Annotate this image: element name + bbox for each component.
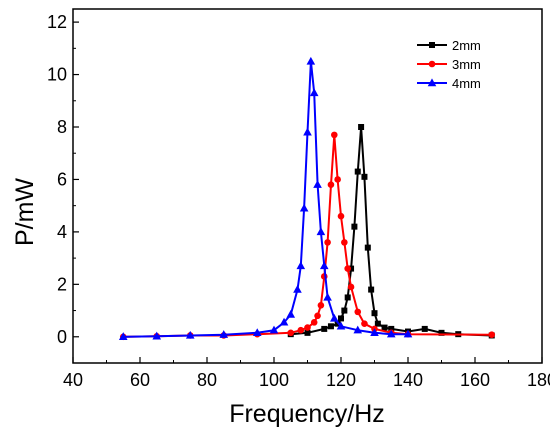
data-point <box>364 244 371 251</box>
legend-label: 2mm <box>452 38 481 53</box>
axis-ticks: 40 60 80 100 120 140 160 180 0 2 4 6 8 10 12 <box>47 12 550 390</box>
y-tick-label: 4 <box>57 222 67 242</box>
y-axis-title: P/mW <box>11 178 39 246</box>
x-tick-label: 40 <box>63 370 83 390</box>
data-point <box>344 265 352 272</box>
data-point <box>310 319 318 326</box>
y-tick-label: 6 <box>57 169 67 189</box>
data-point <box>354 308 362 316</box>
data-point <box>297 326 305 334</box>
x-tick-label: 140 <box>393 370 423 390</box>
legend-label: 4mm <box>452 76 481 91</box>
legend-item: 3mm <box>417 57 481 72</box>
series-4mm <box>118 56 413 340</box>
series-line <box>123 133 492 338</box>
x-tick-label: 60 <box>130 370 150 390</box>
data-point <box>341 307 348 314</box>
data-point <box>252 328 262 337</box>
data-point <box>361 320 368 327</box>
data-point <box>331 131 338 139</box>
data-point <box>152 331 162 340</box>
data-point <box>421 325 428 332</box>
data-point <box>279 317 289 326</box>
data-point <box>337 212 345 220</box>
legend-marker <box>428 60 436 68</box>
data-point <box>438 329 445 336</box>
data-point <box>348 265 355 272</box>
legend-marker <box>429 42 435 48</box>
data-point <box>314 312 321 320</box>
data-point <box>341 239 348 246</box>
data-point <box>299 203 309 212</box>
legend: 2mm 3mm 4mm <box>417 38 481 91</box>
data-point <box>185 330 195 339</box>
data-point <box>306 56 316 65</box>
y-tick-label: 0 <box>57 327 67 347</box>
data-point <box>317 302 325 309</box>
series-layer <box>118 56 496 341</box>
x-tick-label: 100 <box>259 370 289 390</box>
legend-item: 4mm <box>417 76 481 91</box>
data-point <box>219 330 229 338</box>
data-point <box>358 124 365 130</box>
y-tick-label: 2 <box>57 274 67 294</box>
data-point <box>371 310 378 317</box>
legend-item: 2mm <box>417 38 481 53</box>
y-tick-label: 12 <box>47 12 67 32</box>
series-3mm <box>119 131 496 341</box>
data-point <box>381 324 388 331</box>
legend-marker <box>427 78 437 87</box>
data-point <box>336 321 346 330</box>
data-point <box>354 168 361 175</box>
data-point <box>386 329 396 338</box>
x-axis-title: Frequency/Hz <box>229 400 385 428</box>
data-point <box>324 239 331 246</box>
data-point <box>334 176 341 183</box>
data-point <box>403 329 413 338</box>
data-point <box>304 329 311 336</box>
data-point <box>316 227 326 236</box>
data-point <box>303 127 312 136</box>
data-point <box>323 292 332 301</box>
y-tick-label: 8 <box>57 117 67 137</box>
legend-label: 3mm <box>452 57 481 72</box>
data-point <box>309 88 319 97</box>
data-point <box>287 329 295 337</box>
data-point <box>327 323 334 330</box>
data-point <box>293 284 302 293</box>
data-point <box>388 325 395 332</box>
x-tick-label: 80 <box>197 370 217 390</box>
data-point <box>330 313 339 322</box>
data-point <box>488 331 496 338</box>
data-point <box>304 324 311 331</box>
x-tick-label: 180 <box>527 370 550 390</box>
data-point <box>368 286 375 293</box>
x-tick-label: 120 <box>326 370 356 390</box>
data-point <box>353 325 363 334</box>
data-point <box>338 315 344 322</box>
data-point <box>347 283 355 291</box>
y-tick-label: 10 <box>47 65 67 85</box>
data-point <box>296 261 306 270</box>
data-point <box>313 180 322 188</box>
data-point <box>321 325 328 332</box>
data-point <box>344 294 351 301</box>
data-point <box>351 223 358 230</box>
data-point <box>319 261 329 270</box>
data-point <box>327 181 335 188</box>
data-point <box>269 325 279 334</box>
data-point <box>374 320 381 327</box>
data-point <box>286 309 296 318</box>
data-point <box>118 332 128 340</box>
data-point <box>361 173 368 180</box>
x-tick-label: 160 <box>460 370 490 390</box>
data-point <box>370 328 379 337</box>
